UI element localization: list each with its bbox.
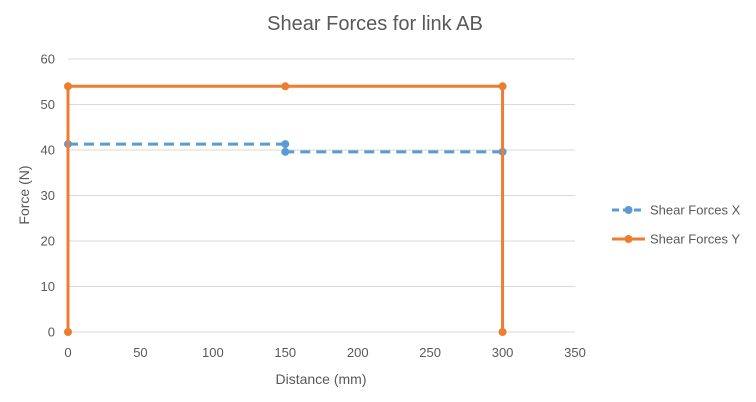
data-point	[498, 328, 507, 336]
x-tick-label: 350	[564, 345, 586, 360]
y-tick-label: 40	[41, 143, 55, 158]
x-tick-label: 0	[64, 345, 71, 360]
x-axis-ticks: 0 50 100 150 200 250 300 350	[64, 345, 585, 360]
x-tick-label: 300	[492, 345, 514, 360]
x-tick-label: 50	[133, 345, 147, 360]
x-axis-title: Distance (mm)	[275, 371, 366, 387]
data-point	[281, 147, 290, 156]
y-tick-label: 0	[48, 325, 55, 340]
y-tick-label: 20	[41, 234, 55, 249]
data-point	[498, 82, 507, 91]
x-tick-label: 100	[202, 345, 224, 360]
y-axis-ticks: 0 10 20 30 40 50 60	[41, 52, 55, 340]
y-tick-label: 60	[41, 52, 55, 67]
plot-area	[64, 82, 507, 336]
chart-title: Shear Forces for link AB	[267, 13, 483, 35]
legend-marker	[624, 206, 633, 214]
data-point	[64, 328, 72, 336]
x-tick-label: 150	[274, 345, 296, 360]
x-tick-label: 200	[347, 345, 369, 360]
gridlines	[68, 58, 575, 333]
y-axis-title: Force (N)	[16, 165, 32, 224]
legend-marker	[624, 235, 633, 243]
data-point	[281, 140, 290, 149]
y-tick-label: 50	[41, 97, 55, 112]
legend-label: Shear Forces Y	[650, 232, 740, 247]
series-line-shear-forces-y	[66, 84, 505, 332]
y-tick-label: 30	[41, 188, 55, 203]
data-point	[281, 82, 290, 91]
legend: Shear Forces X Shear Forces Y	[612, 203, 741, 247]
data-point	[64, 82, 72, 91]
legend-label: Shear Forces X	[650, 203, 741, 218]
x-tick-label: 250	[419, 345, 441, 360]
y-tick-label: 10	[41, 279, 55, 294]
